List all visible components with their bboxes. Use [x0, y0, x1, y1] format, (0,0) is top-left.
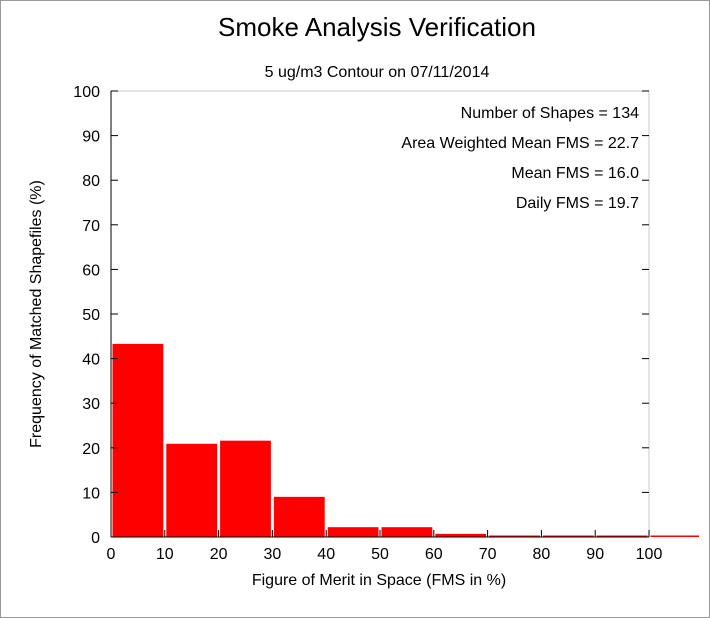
y-tick-label: 40 — [82, 352, 100, 369]
histogram-bar — [166, 443, 218, 537]
y-tick-label: 10 — [82, 485, 100, 502]
stat-annotation: Daily FMS = 19.7 — [516, 195, 639, 212]
bars-group — [112, 343, 699, 537]
stat-annotation: Mean FMS = 16.0 — [511, 165, 639, 182]
axes-group: 0 10 20 30 40 50 60 70 80 90 100 0 10 20 30 40 50 60 70 80 9… — [73, 84, 662, 563]
stat-annotation: Area Weighted Mean FMS = 22.7 — [401, 135, 639, 152]
histogram-bar — [489, 535, 540, 537]
stats-group: Number of Shapes = 134 Area Weighted Mean… — [401, 105, 639, 212]
histogram-bar — [435, 533, 487, 537]
y-tick-label: 0 — [91, 530, 100, 547]
x-tick-label: 90 — [586, 546, 604, 563]
x-tick-label: 0 — [107, 546, 116, 563]
y-tick-label: 50 — [82, 307, 100, 324]
x-tick-label: 50 — [371, 546, 389, 563]
stat-annotation: Number of Shapes = 134 — [461, 105, 639, 122]
y-tick-label: 30 — [82, 396, 100, 413]
x-tick-label: 80 — [533, 546, 551, 563]
x-tick-label: 60 — [425, 546, 443, 563]
y-tick-label: 80 — [82, 173, 100, 190]
histogram-bar — [650, 535, 699, 537]
x-tick-label: 70 — [479, 546, 497, 563]
histogram-bar — [596, 535, 648, 537]
x-axis-label: Figure of Merit in Space (FMS in %) — [252, 572, 506, 589]
histogram-bar — [327, 527, 379, 537]
y-axis-label: Frequency of Matched Shapefiles (%) — [28, 180, 45, 448]
histogram-bar — [381, 527, 433, 537]
x-tick-label: 30 — [264, 546, 282, 563]
chart-title: Smoke Analysis Verification — [218, 12, 536, 42]
y-tick-label: 60 — [82, 262, 100, 279]
histogram-bar — [542, 535, 594, 537]
y-tick-label: 70 — [82, 218, 100, 235]
y-tick-label: 20 — [82, 441, 100, 458]
histogram-bar — [273, 496, 325, 537]
x-tick-label: 20 — [210, 546, 228, 563]
x-tick-label: 10 — [156, 546, 174, 563]
histogram-bar — [112, 343, 164, 537]
histogram-bar — [220, 440, 271, 537]
x-tick-label: 100 — [636, 546, 663, 563]
x-tick-label: 40 — [317, 546, 335, 563]
y-tick-label: 90 — [82, 129, 100, 146]
y-tick-label: 100 — [73, 84, 100, 101]
chart-subtitle: 5 ug/m3 Contour on 07/11/2014 — [265, 64, 490, 81]
